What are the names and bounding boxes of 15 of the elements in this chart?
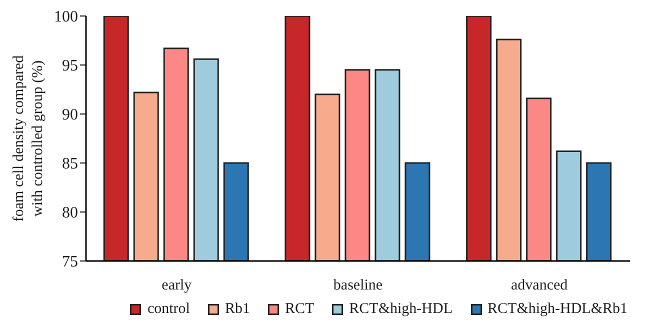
y-tick-label: 90 [62, 106, 78, 124]
x-tick-label: advanced [511, 278, 568, 294]
legend-label: control [147, 301, 190, 318]
y-tick-label: 95 [62, 58, 78, 75]
x-tick-label: baseline [333, 278, 383, 294]
y-tick-label: 80 [62, 204, 78, 222]
legend-label: RCT [284, 301, 314, 318]
y-tick-label: 85 [62, 156, 78, 173]
legend-label: RCT&high-HDL [349, 301, 453, 318]
legend-label: RCT&high-HDL&Rb1 [488, 301, 628, 318]
y-tick-label: 75 [62, 254, 78, 271]
legend-label: Rb1 [224, 301, 250, 318]
y-axis-title: foam cell density compared with controlled group (%) [11, 54, 46, 222]
y-tick-label: 100 [54, 8, 78, 26]
x-tick-label: early [162, 278, 192, 294]
